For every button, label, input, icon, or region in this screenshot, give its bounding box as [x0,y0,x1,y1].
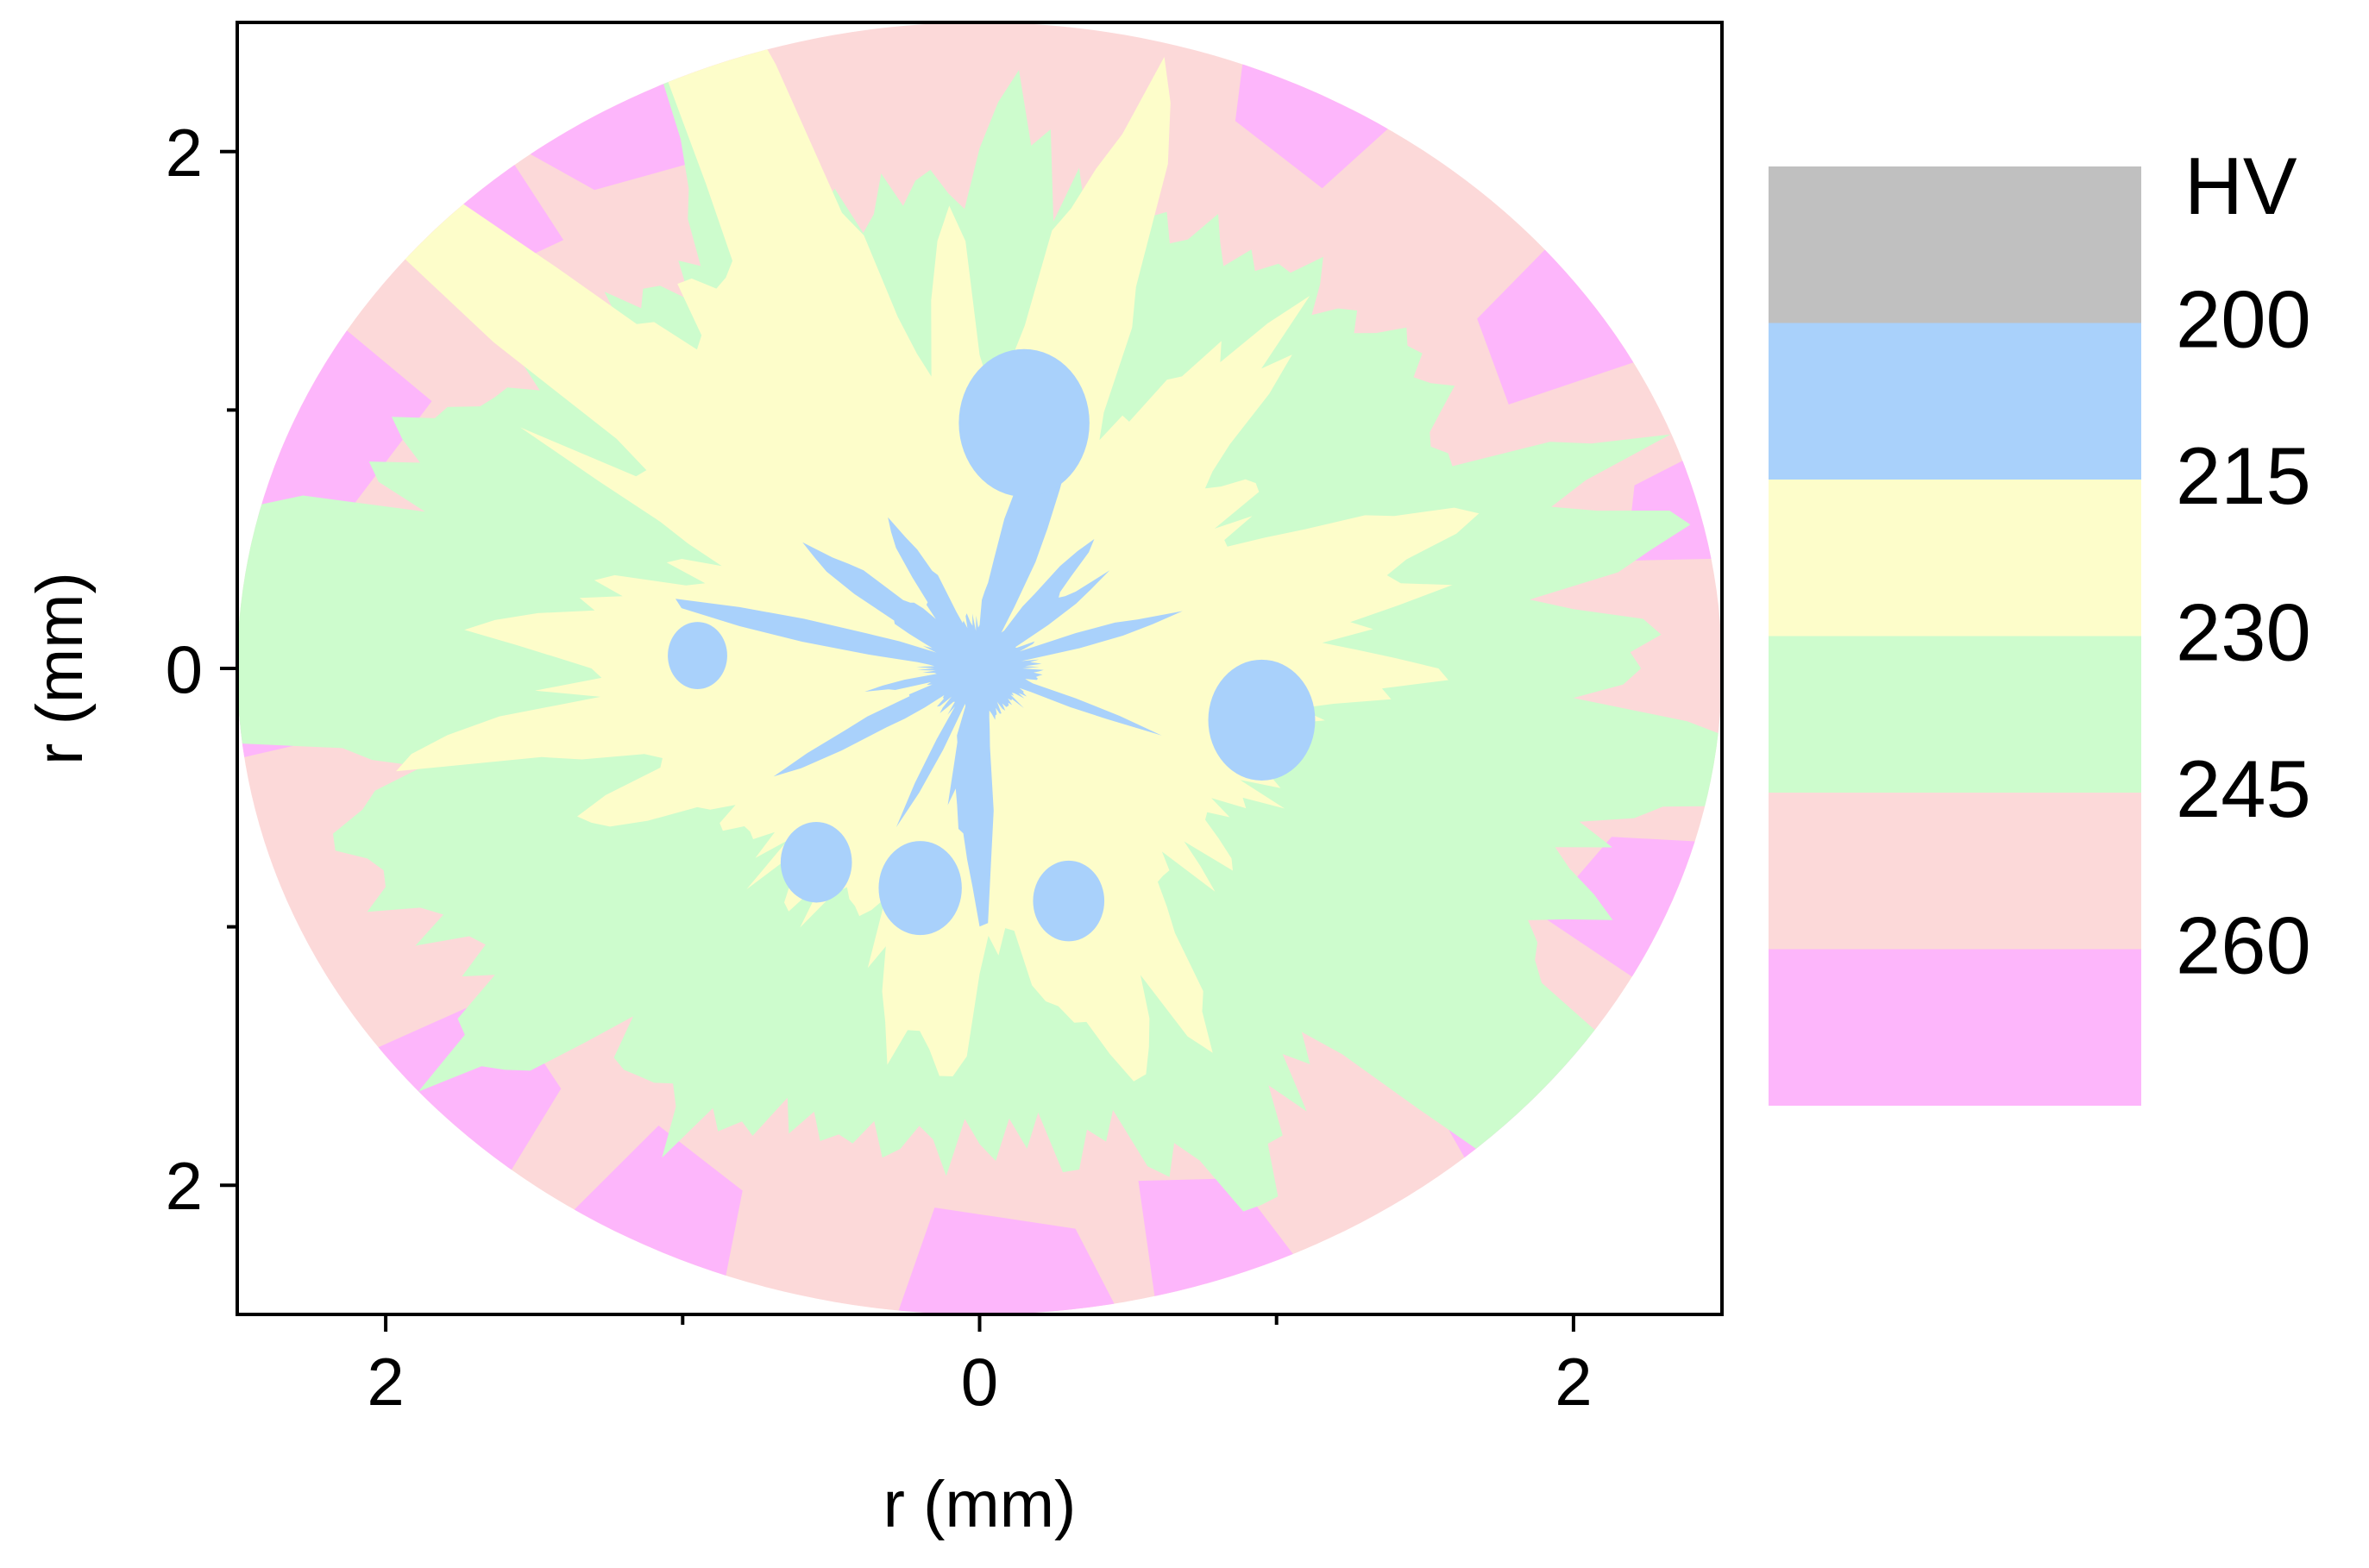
colorbar-label: 200 [2176,274,2311,365]
colorbar-swatch [1769,949,2141,1106]
y-tick-label: 0 [166,631,203,707]
x-tick-label: 0 [961,1344,998,1420]
contour-island-200-215 [878,841,962,936]
contour-patch-gt260 [889,1207,1128,1314]
contour-island-200-215 [668,622,727,689]
contour-band-200-215 [676,391,1183,927]
colorbar-swatch [1769,636,2141,793]
contour-island-200-215 [1033,860,1105,942]
contour-patch-gt260 [1543,837,1722,993]
y-tick-label: 2 [166,115,203,191]
y-tick-label: 2 [166,1148,203,1224]
contour-patch-gt260 [1477,229,1662,405]
contour-patch-gt260 [554,1126,743,1301]
colorbar-label: 215 [2176,430,2311,521]
contour-band-215-230 [298,22,1480,1082]
x-tick-label: 2 [1555,1344,1592,1420]
contour-island-200-215 [958,348,1090,498]
colorbar-swatch [1769,793,2141,950]
axes: 2 0 2 2 0 2 [166,115,1593,1420]
colorbar-label: 245 [2176,743,2311,834]
x-axis-title: r (mm) [883,1468,1077,1541]
contour-island-200-215 [780,821,852,903]
contour-map [237,22,1722,1314]
colorbar-swatch [1769,166,2141,323]
colorbar-label: 260 [2176,900,2311,991]
y-axis-title: r (mm) [23,572,97,765]
x-tick-label: 2 [367,1344,404,1420]
colorbar-legend: 200 215 230 245 260 [1769,166,2311,1106]
colorbar-title: HV [2184,141,2297,231]
colorbar-swatch [1769,323,2141,480]
contour-island-200-215 [1208,659,1316,781]
colorbar-swatch [1769,480,2141,637]
colorbar-label: 230 [2176,587,2311,678]
